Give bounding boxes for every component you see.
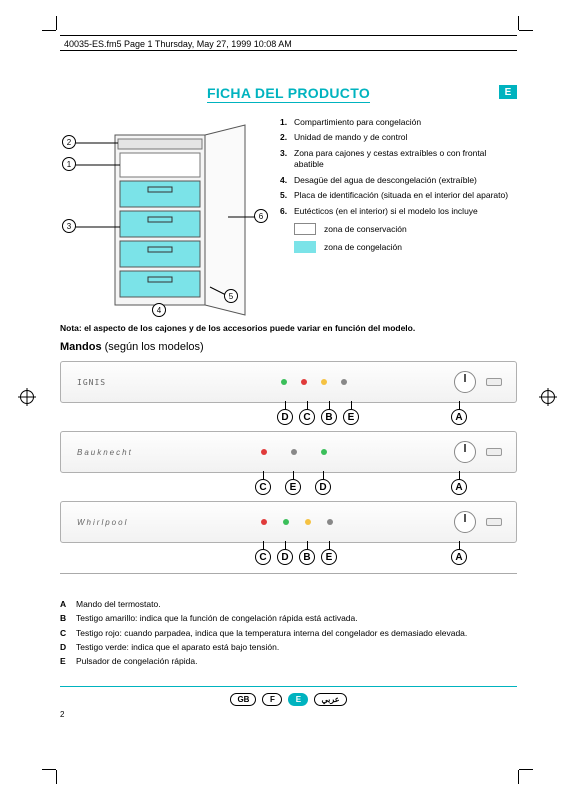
callout-6: 6: [254, 209, 268, 223]
swatch-row: zona de congelación: [294, 241, 517, 253]
definition-row: BTestigo amarillo: indica que la función…: [60, 612, 517, 624]
led-indicator: [281, 379, 287, 385]
title-row: FICHA DEL PRODUCTO E: [60, 85, 517, 103]
control-panel-block: Bauknecht CED A: [60, 431, 517, 497]
power-switch[interactable]: [486, 448, 502, 456]
parts-list: 1.Compartimiento para congelación 2.Unida…: [280, 117, 517, 317]
brand-label: Whirlpool: [77, 518, 128, 527]
mandos-heading: Mandos (según los modelos): [60, 341, 517, 353]
callout-1: 1: [62, 157, 76, 171]
page-title: FICHA DEL PRODUCTO: [207, 85, 370, 103]
note: Nota: el aspecto de los cajones y de los…: [60, 323, 517, 333]
lang-pill-F[interactable]: F: [262, 693, 282, 706]
teal-divider: [60, 686, 517, 687]
led-indicator: [321, 449, 327, 455]
letter-label-A: A: [451, 409, 467, 425]
callout-3: 3: [62, 219, 76, 233]
led-indicator: [305, 519, 311, 525]
letter-label-E: E: [321, 549, 337, 565]
led-indicator: [321, 379, 327, 385]
framemaker-header: 40035-ES.fm5 Page 1 Thursday, May 27, 19…: [60, 35, 517, 51]
letter-label-D: D: [277, 409, 293, 425]
thermostat-dial[interactable]: [454, 371, 476, 393]
control-panel: Bauknecht: [60, 431, 517, 473]
power-switch[interactable]: [486, 518, 502, 526]
letter-label-B: B: [321, 409, 337, 425]
lang-pill-عربي[interactable]: عربي: [314, 693, 346, 706]
letter-label-B: B: [299, 549, 315, 565]
letter-label-D: D: [277, 549, 293, 565]
parts-list-item: 3.Zona para cajones y cestas extraíbles …: [280, 148, 517, 171]
letter-label-C: C: [255, 479, 271, 495]
led-indicator: [301, 379, 307, 385]
callout-4: 4: [152, 303, 166, 317]
parts-list-item: 6.Eutécticos (en el interior) si el mode…: [280, 206, 517, 217]
led-indicator: [291, 449, 297, 455]
led-indicator: [341, 379, 347, 385]
parts-list-item: 2.Unidad de mando y de control: [280, 132, 517, 143]
freezer-diagram: 1 2 3 4 5 6: [60, 117, 270, 317]
parts-list-item: 1.Compartimiento para congelación: [280, 117, 517, 128]
page-number: 2: [60, 710, 517, 719]
letter-label-D: D: [315, 479, 331, 495]
power-switch[interactable]: [486, 378, 502, 386]
brand-label: Bauknecht: [77, 448, 133, 457]
lang-pill-E[interactable]: E: [288, 693, 308, 706]
lang-pill-GB[interactable]: GB: [230, 693, 256, 706]
brand-label: IGNIS: [77, 378, 106, 387]
control-panel: IGNIS: [60, 361, 517, 403]
parts-list-item: 4.Desagüe del agua de descongelación (ex…: [280, 175, 517, 186]
top-section: 1 2 3 4 5 6 1.Compartimiento para congel…: [60, 117, 517, 317]
callout-5: 5: [224, 289, 238, 303]
letter-label-E: E: [285, 479, 301, 495]
definitions: AMando del termostato. BTestigo amarillo:…: [60, 598, 517, 668]
thermostat-dial[interactable]: [454, 441, 476, 463]
thermostat-dial[interactable]: [454, 511, 476, 533]
letters-row: CDBE A: [60, 543, 517, 567]
letters-row: CED A: [60, 473, 517, 497]
letter-label-E: E: [343, 409, 359, 425]
letter-label-C: C: [299, 409, 315, 425]
led-indicator: [283, 519, 289, 525]
led-indicator: [327, 519, 333, 525]
parts-list-item: 5.Placa de identificación (situada en el…: [280, 190, 517, 201]
led-indicator: [261, 519, 267, 525]
letter-label-C: C: [255, 549, 271, 565]
control-panel-block: Whirlpool CDBE A: [60, 501, 517, 567]
callout-2: 2: [62, 135, 76, 149]
control-panel-block: IGNIS DCBE A: [60, 361, 517, 427]
lang-badge: E: [499, 85, 517, 99]
led-indicator: [261, 449, 267, 455]
definition-row: AMando del termostato.: [60, 598, 517, 610]
swatch-row: zona de conservación: [294, 223, 517, 235]
divider: [60, 573, 517, 574]
letter-label-A: A: [451, 479, 467, 495]
letters-row: DCBE A: [60, 403, 517, 427]
definition-row: DTestigo verde: indica que el aparato es…: [60, 641, 517, 653]
page: 40035-ES.fm5 Page 1 Thursday, May 27, 19…: [60, 35, 517, 765]
control-panel: Whirlpool: [60, 501, 517, 543]
language-row: GB FE عربي: [60, 693, 517, 706]
definition-row: CTestigo rojo: cuando parpadea, indica q…: [60, 627, 517, 639]
definition-row: EPulsador de congelación rápida.: [60, 655, 517, 667]
letter-label-A: A: [451, 549, 467, 565]
